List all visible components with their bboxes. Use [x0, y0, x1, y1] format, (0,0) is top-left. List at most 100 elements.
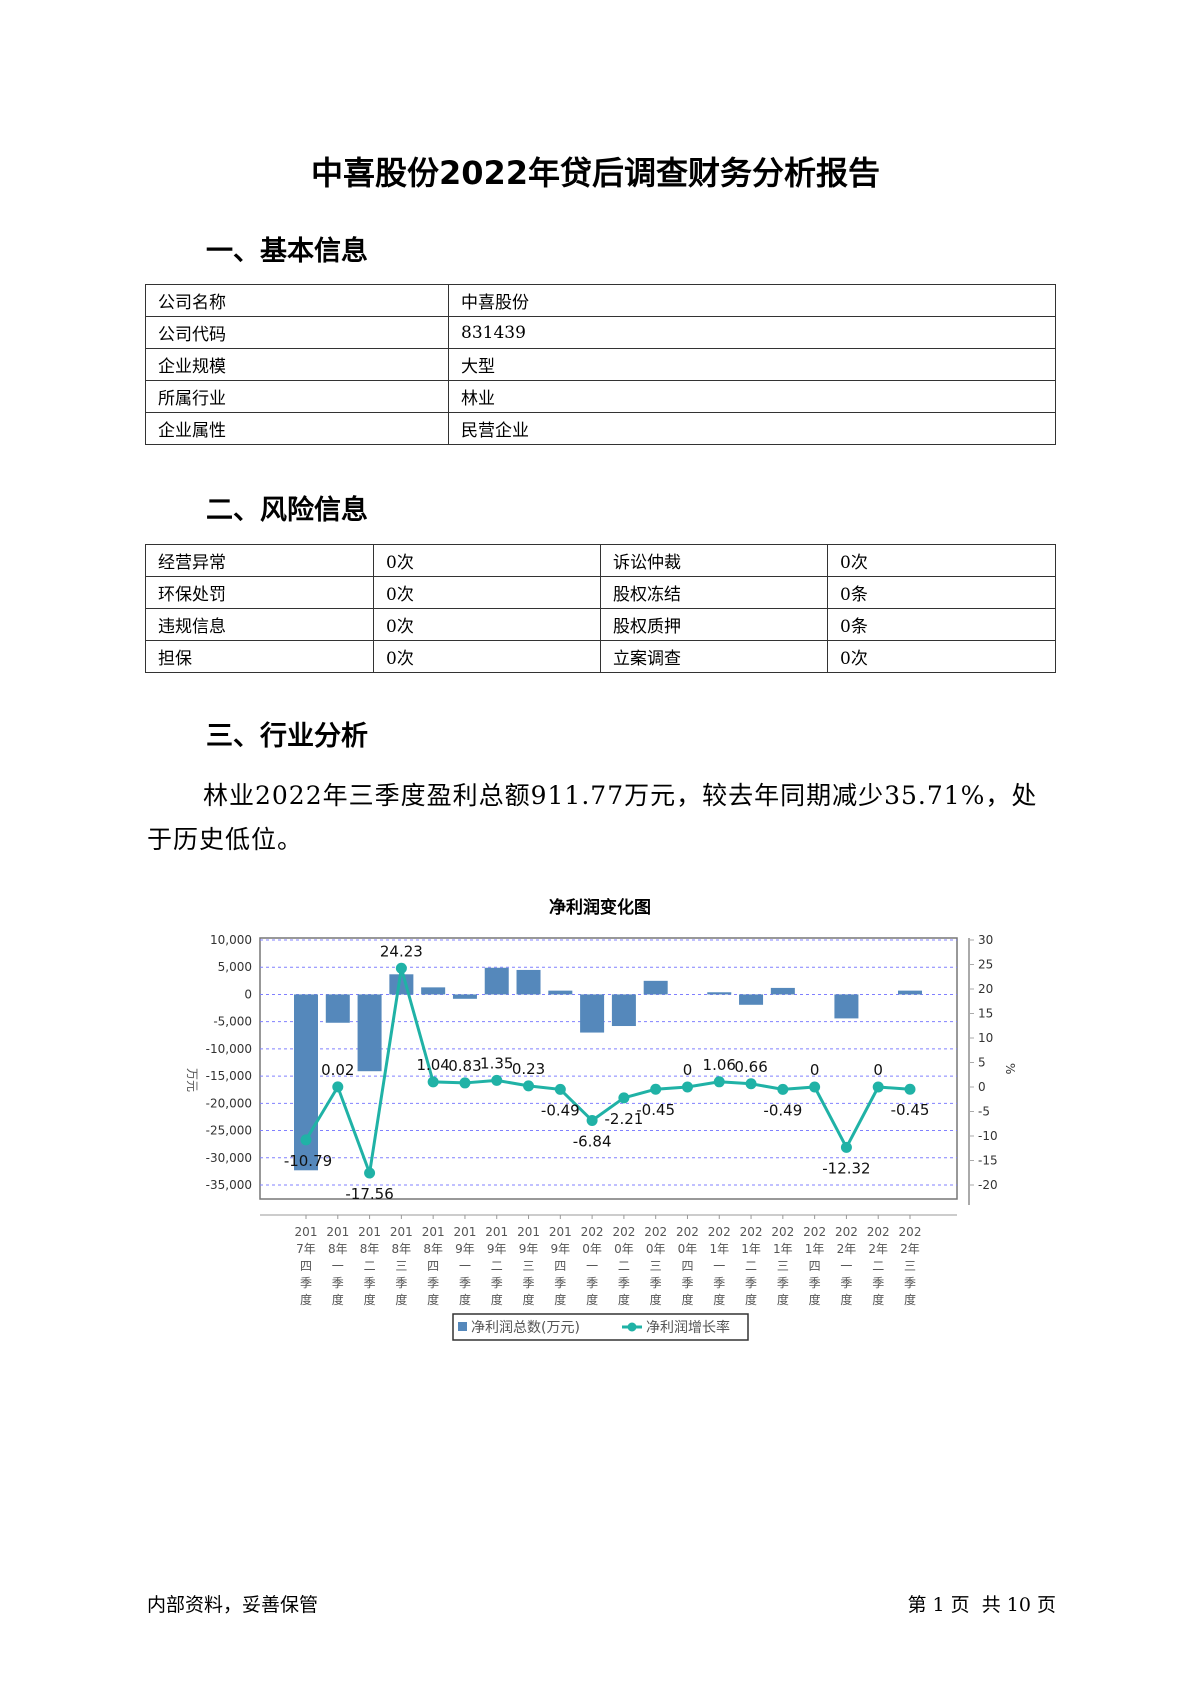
- y2-tick-label: 25: [978, 958, 993, 972]
- risk-label: 担保: [145, 640, 374, 673]
- y-tick-label: -5,000: [213, 1015, 252, 1029]
- growth-data-label: 1.04: [416, 1056, 449, 1074]
- bar: [643, 980, 668, 995]
- y2-tick-label: -15: [978, 1154, 998, 1168]
- risk-value: 0条: [827, 576, 1056, 609]
- y-tick-label: 10,000: [210, 933, 252, 947]
- risk-value: 0次: [373, 544, 601, 577]
- row-value: 大型: [448, 348, 1056, 381]
- risk-label: 违规信息: [145, 608, 374, 641]
- y2-tick-label: 5: [978, 1056, 986, 1070]
- y-tick-label: -30,000: [206, 1151, 252, 1165]
- y2-tick-label: 15: [978, 1007, 993, 1021]
- y2-tick-label: 10: [978, 1031, 993, 1045]
- growth-point: [904, 1083, 916, 1095]
- growth-data-label: -0.49: [541, 1101, 580, 1119]
- bar: [834, 994, 859, 1019]
- growth-point: [523, 1080, 535, 1092]
- risk-value: 0次: [373, 576, 601, 609]
- growth-point: [872, 1081, 884, 1093]
- growth-data-label: 0.66: [734, 1058, 767, 1076]
- risk-info-row: 违规信息 0次 股权质押 0条: [145, 608, 1056, 641]
- growth-point: [554, 1083, 566, 1095]
- growth-point: [745, 1078, 757, 1090]
- report-title: 中喜股份2022年贷后调查财务分析报告: [310, 154, 881, 192]
- x-tick-label: 201 9年一季度: [453, 1225, 476, 1307]
- basic-info-row: 所属行业 林业: [145, 380, 1056, 413]
- x-tick-label: 202 0年三季度: [644, 1225, 667, 1307]
- growth-data-label: -17.56: [345, 1185, 393, 1203]
- legend-line-label: 净利润增长率: [646, 1319, 730, 1336]
- y-tick-label: -15,000: [206, 1069, 252, 1083]
- bar: [739, 994, 764, 1005]
- bar: [707, 992, 732, 995]
- y2-tick-label: -5: [978, 1105, 990, 1119]
- growth-point: [840, 1141, 852, 1153]
- x-tick-label: 202 1年三季度: [771, 1225, 794, 1307]
- net-profit-chart: 净利润变化图 10,000 5,000 0 -5,000 -10,000 -15,000 -…: [185, 897, 1017, 1341]
- y2-axis-label: %: [1003, 1063, 1017, 1074]
- y2-tick-label: 30: [978, 933, 993, 947]
- section-heading-basic: 一、基本信息: [206, 236, 368, 267]
- growth-data-label: -10.79: [284, 1152, 332, 1170]
- row-label: 企业规模: [145, 348, 449, 381]
- bar: [580, 994, 605, 1033]
- growth-data-label: 0: [873, 1061, 883, 1079]
- y-tick-label: -35,000: [206, 1178, 252, 1192]
- growth-data-label: -12.32: [822, 1159, 870, 1177]
- bar: [770, 987, 795, 995]
- row-value: 831439: [448, 316, 1056, 349]
- row-label: 公司代码: [145, 316, 449, 349]
- legend-bar-label: 净利润总数(万元): [471, 1320, 580, 1336]
- growth-data-label: 24.23: [380, 942, 423, 960]
- bar: [484, 967, 509, 995]
- basic-info-row: 企业规模 大型: [145, 348, 1056, 381]
- x-tick-label: 201 9年二季度: [485, 1225, 508, 1307]
- x-tick-label: 202 0年四季度: [676, 1225, 699, 1307]
- y-tick-label: -20,000: [206, 1096, 252, 1110]
- y-tick-label: 5,000: [218, 960, 252, 974]
- row-value: 中喜股份: [448, 284, 1056, 317]
- footer-confidential: 内部资料，妥善保管: [147, 1594, 319, 1616]
- growth-point: [459, 1077, 471, 1089]
- growth-point: [427, 1076, 439, 1088]
- bar: [548, 990, 573, 995]
- growth-data-label: -0.49: [763, 1101, 802, 1119]
- growth-data-label: 0.83: [448, 1057, 481, 1075]
- legend-box: [452, 1313, 749, 1341]
- row-label: 企业属性: [145, 412, 449, 445]
- risk-value: 0次: [373, 640, 601, 673]
- growth-data-label: -2.21: [604, 1110, 643, 1128]
- growth-point: [364, 1167, 376, 1179]
- x-tick-label: 202 2年三季度: [899, 1225, 922, 1307]
- y-tick-label: -10,000: [206, 1042, 252, 1056]
- risk-value: 0次: [373, 608, 601, 641]
- x-tick-label: 201 8年四季度: [422, 1225, 445, 1307]
- basic-info-row: 企业属性 民营企业: [145, 412, 1056, 445]
- risk-label: 股权质押: [600, 608, 828, 641]
- basic-info-row: 公司代码 831439: [145, 316, 1056, 349]
- growth-data-label: 0: [683, 1061, 693, 1079]
- row-label: 所属行业: [145, 380, 449, 413]
- row-label: 公司名称: [145, 284, 449, 317]
- bar: [452, 994, 477, 999]
- section-heading-industry: 三、行业分析: [206, 721, 368, 752]
- risk-label: 股权冻结: [600, 576, 828, 609]
- x-tick-label: 202 2年二季度: [867, 1225, 890, 1307]
- growth-point: [491, 1074, 503, 1086]
- basic-info-row: 公司名称 中喜股份: [145, 284, 1056, 317]
- x-tick-label: 202 1年一季度: [708, 1225, 731, 1307]
- y-tick-label: 0: [244, 987, 252, 1001]
- growth-point: [650, 1083, 662, 1095]
- chart-title: 净利润变化图: [549, 897, 651, 918]
- bar: [898, 990, 922, 995]
- growth-point: [395, 962, 407, 974]
- growth-data-label: 0: [810, 1061, 820, 1079]
- bar: [421, 987, 446, 995]
- y2-tick-label: -20: [978, 1178, 998, 1192]
- growth-data-label: -6.84: [573, 1133, 612, 1151]
- x-tick-label: 201 8年一季度: [326, 1225, 349, 1307]
- y-tick-label: -25,000: [206, 1124, 252, 1138]
- legend-line-marker: [627, 1322, 637, 1332]
- section-heading-risk: 二、风险信息: [206, 495, 368, 526]
